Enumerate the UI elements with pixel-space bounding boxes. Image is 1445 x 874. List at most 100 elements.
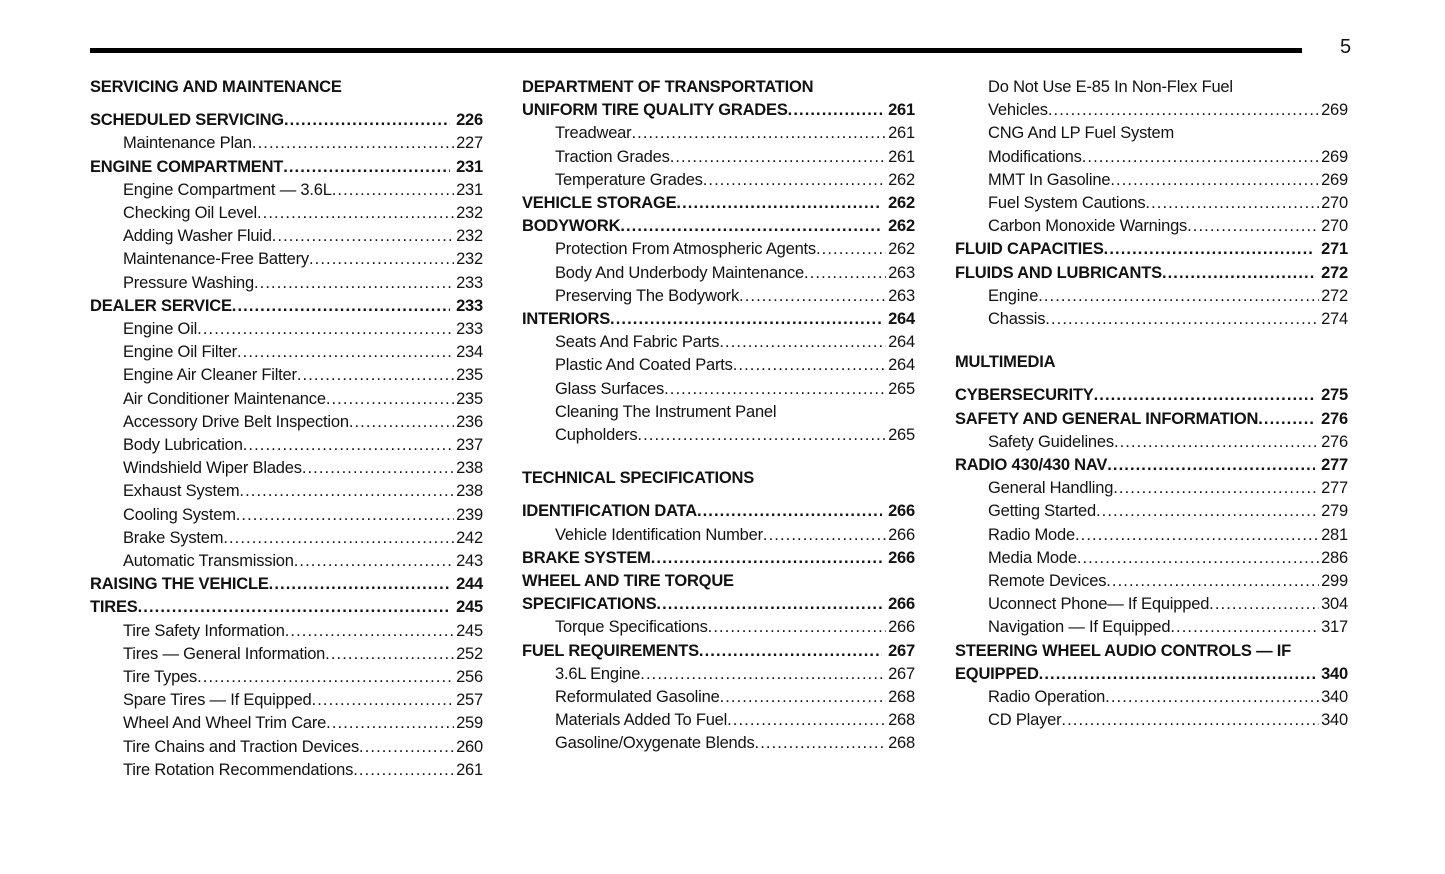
toc-entry-row: SCHEDULED SERVICING 226 [90, 109, 483, 132]
dot-leader [1258, 408, 1315, 431]
toc-column-3: Do Not Use E-85 In Non-Flex Fuel Vehicles… [955, 76, 1348, 732]
toc-entry-page: 232 [456, 250, 483, 269]
toc-entry: Reformulated Gasoline 268 [522, 686, 915, 709]
toc-entry-row: ENGINE COMPARTMENT 231 [90, 156, 483, 179]
toc-entry-row: Modifications 269 [988, 146, 1348, 169]
toc-entry: Cooling System 239 [90, 504, 483, 527]
toc-entry-page: 340 [1321, 711, 1348, 730]
toc-entry-row: Engine Air Cleaner Filter 235 [123, 364, 483, 387]
toc-entry-row: Chassis 274 [988, 308, 1348, 331]
toc-entry-page: 235 [456, 366, 483, 385]
toc-entry-label: Media Mode [988, 548, 1077, 567]
toc-entry-label: Plastic And Coated Parts [555, 356, 733, 375]
toc-entry-label: Windshield Wiper Blades [123, 459, 302, 478]
toc-entry: Vehicle Identification Number 266 [522, 524, 915, 547]
dot-leader [232, 295, 450, 318]
toc-entry-row: Maintenance Plan 227 [123, 132, 483, 155]
toc-entry-label: IDENTIFICATION DATA [522, 502, 697, 521]
toc-entry-row: Exhaust System 238 [123, 480, 483, 503]
toc-entry-row: FLUID CAPACITIES 271 [955, 238, 1348, 261]
toc-entry-label: Protection From Atmospheric Agents [555, 240, 816, 259]
dot-leader [1187, 215, 1319, 238]
toc-entry-page: 231 [456, 157, 483, 176]
toc-entry: Uconnect Phone— If Equipped 304 [955, 593, 1348, 616]
toc-entry-label: Temperature Grades [555, 170, 703, 189]
toc-entry-page: 235 [456, 389, 483, 408]
dot-leader [1104, 238, 1315, 261]
toc-entry-page: 260 [456, 737, 483, 756]
toc-entry-label: Maintenance Plan [123, 134, 252, 153]
toc-entry-page: 232 [456, 227, 483, 246]
toc-entry-page: 262 [888, 194, 915, 213]
toc-entry-page: 304 [1321, 595, 1348, 614]
toc-entry-row: General Handling 277 [988, 477, 1348, 500]
toc-entry-page: 257 [456, 691, 483, 710]
toc-entry-row: Body Lubrication 237 [123, 434, 483, 457]
dot-leader [763, 524, 886, 547]
toc-entry-row: Air Conditioner Maintenance 235 [123, 388, 483, 411]
toc-entry-page: 226 [456, 111, 483, 130]
toc-entry-page: 265 [888, 379, 915, 398]
dot-leader [294, 550, 454, 573]
toc-entry: Glass Surfaces 265 [522, 378, 915, 401]
toc-entry: CD Player 340 [955, 709, 1348, 732]
toc-entry: Chassis 274 [955, 308, 1348, 331]
toc-entry: FLUIDS AND LUBRICANTS 272 [955, 262, 1348, 285]
toc-entry-page: 244 [456, 575, 483, 594]
toc-entry-row: FUEL REQUIREMENTS 267 [522, 640, 915, 663]
toc-entry-row: MMT In Gasoline 269 [988, 169, 1348, 192]
toc-entry-label: Preserving The Bodywork [555, 286, 740, 305]
toc-column-2: DEPARTMENT OF TRANSPORTATION UNIFORM TIRE… [522, 76, 915, 756]
toc-entry: BODYWORK 262 [522, 215, 915, 238]
toc-entry: Navigation — If Equipped 317 [955, 616, 1348, 639]
toc-entry-page: 233 [456, 296, 483, 315]
toc-entry-page: 238 [456, 482, 483, 501]
toc-entry-label: CYBERSECURITY [955, 386, 1094, 405]
toc-entry-label: Tire Rotation Recommendations [123, 760, 354, 779]
dot-leader [237, 341, 454, 364]
header-rule [90, 48, 1302, 53]
toc-entry-page: 270 [1321, 217, 1348, 236]
toc-entry-row: CYBERSECURITY 275 [955, 384, 1348, 407]
toc-entry-label: Uconnect Phone— If Equipped [988, 595, 1210, 614]
toc-entry-row: Materials Added To Fuel 268 [555, 709, 915, 732]
toc-entry-row: IDENTIFICATION DATA 266 [522, 500, 915, 523]
toc-entry-label: FLUID CAPACITIES [955, 240, 1104, 259]
toc-entry-page: 340 [1321, 664, 1348, 683]
toc-section-header: SERVICING AND MAINTENANCE [90, 78, 342, 96]
dot-leader [1114, 431, 1319, 454]
toc-entry-label: Body And Underbody Maintenance [555, 263, 805, 282]
toc-entry-label: Fuel System Cautions [988, 194, 1146, 213]
toc-entry: Automatic Transmission 243 [90, 550, 483, 573]
toc-entry-page: 268 [888, 734, 915, 753]
toc-entry: Radio Operation 340 [955, 686, 1348, 709]
toc-entry-row: TIRES 245 [90, 596, 483, 619]
toc-entry-label: INTERIORS [522, 310, 611, 329]
toc-entry-row: Wheel And Wheel Trim Care 259 [123, 712, 483, 735]
toc-entry-row: RADIO 430/430 NAV 277 [955, 454, 1348, 477]
dot-leader [359, 736, 454, 759]
dot-leader [637, 424, 886, 447]
toc-entry-page: 266 [888, 548, 915, 567]
toc-entry: Plastic And Coated Parts 264 [522, 354, 915, 377]
toc-entry-label: 3.6L Engine [555, 664, 641, 683]
toc-entry-label: Maintenance-Free Battery [123, 250, 309, 269]
toc-entry-row: INTERIORS 264 [522, 308, 915, 331]
toc-entry-label: Getting Started [988, 502, 1096, 521]
toc-entry-row: Accessory Drive Belt Inspection 236 [123, 411, 483, 434]
dot-leader [353, 759, 454, 782]
toc-entry: WHEEL AND TIRE TORQUE SPECIFICATIONS 266 [522, 570, 915, 616]
toc-entry-label: Vehicle Identification Number [555, 525, 763, 544]
dot-leader [1075, 524, 1319, 547]
dot-leader [699, 640, 882, 663]
toc-entry-page: 266 [888, 595, 915, 614]
toc-entry: TIRES 245 [90, 596, 483, 619]
dot-leader [631, 122, 886, 145]
toc-entry-page: 261 [888, 124, 915, 143]
toc-entry-label: Materials Added To Fuel [555, 711, 728, 730]
toc-entry: Windshield Wiper Blades 238 [90, 457, 483, 480]
dot-leader [283, 156, 450, 179]
toc-entry-page: 239 [456, 505, 483, 524]
toc-column-1: SERVICING AND MAINTENANCE SCHEDULED SERVI… [90, 76, 483, 782]
toc-entry: STEERING WHEEL AUDIO CONTROLS — IF EQUIPP… [955, 640, 1348, 686]
